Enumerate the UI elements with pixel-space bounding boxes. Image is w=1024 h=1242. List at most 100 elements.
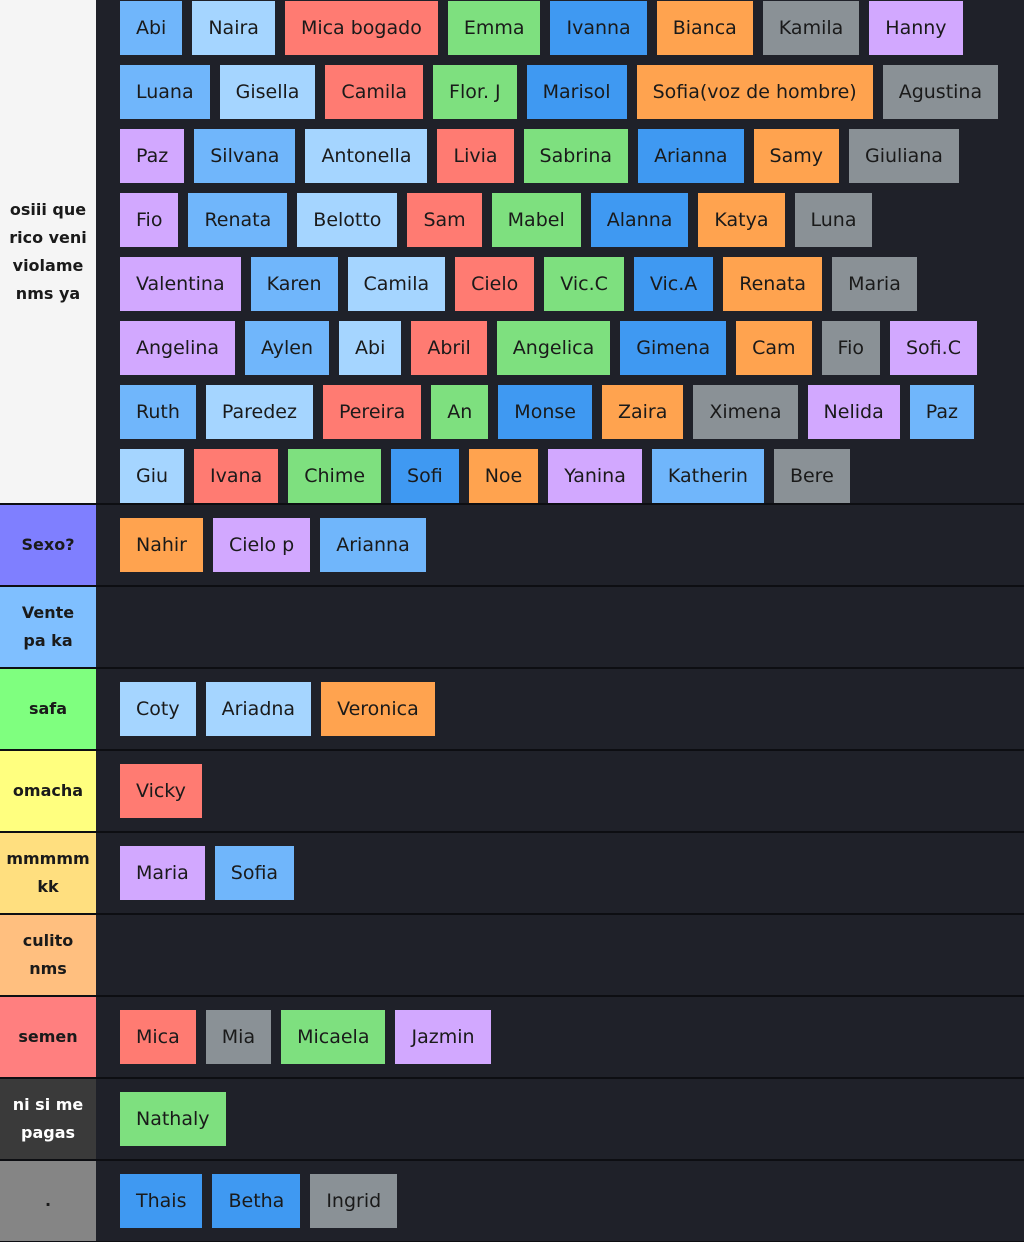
tier-item[interactable]: Vicky	[120, 764, 202, 818]
tier-item[interactable]: Sam	[407, 192, 482, 247]
tier-item[interactable]: Luna	[794, 192, 873, 247]
tier-item[interactable]: Fio	[120, 192, 179, 247]
tier-item[interactable]: Katya	[698, 192, 785, 247]
tier-item[interactable]: Camila	[347, 256, 446, 311]
tier-item[interactable]: Gimena	[620, 320, 727, 375]
tier-item[interactable]: Chime	[288, 448, 382, 503]
tier-label: Sexo?	[0, 505, 96, 585]
tier-item[interactable]: Mia	[205, 1010, 272, 1064]
tier-label: culito nms	[0, 915, 96, 995]
tier-item[interactable]: Jazmin	[395, 1010, 491, 1064]
tier-item[interactable]: Valentina	[120, 256, 241, 311]
tier-item[interactable]: Sofia(voz de hombre)	[636, 64, 873, 119]
tier-item[interactable]: Abril	[411, 320, 487, 375]
tier-item[interactable]: Veronica	[321, 682, 435, 736]
tier-item[interactable]: Paz	[909, 384, 974, 439]
tier-item[interactable]: Arianna	[638, 128, 744, 183]
tier-item[interactable]: Maria	[120, 846, 205, 900]
tier-item[interactable]: Cielo	[455, 256, 535, 311]
tier-item[interactable]: Karen	[250, 256, 338, 311]
tier-item[interactable]: Hanny	[869, 0, 963, 55]
tier-item[interactable]: Luana	[120, 64, 210, 119]
tier-item[interactable]: Naira	[192, 0, 275, 55]
tier-row: omacha Vicky	[0, 751, 1024, 831]
tier-item[interactable]: Mica bogado	[284, 0, 438, 55]
tier-item[interactable]: Flor. J	[433, 64, 517, 119]
tier-item[interactable]: Abi	[120, 0, 183, 55]
tier-item[interactable]: Cam	[736, 320, 812, 375]
tier-item[interactable]: Alanna	[590, 192, 689, 247]
tier-item[interactable]: Sofi.C	[890, 320, 977, 375]
tier-item[interactable]: Bianca	[656, 0, 753, 55]
tier-item[interactable]: Mica	[120, 1010, 196, 1064]
tier-item[interactable]: Angelica	[496, 320, 611, 375]
tier-item[interactable]: Belotto	[297, 192, 398, 247]
tier-item[interactable]: Monse	[498, 384, 592, 439]
tier-item[interactable]: Thais	[120, 1174, 203, 1228]
tier-item[interactable]: Renata	[723, 256, 823, 311]
tier-item[interactable]: Kamila	[762, 0, 860, 55]
tier-item[interactable]: Marisol	[526, 64, 627, 119]
tier-item[interactable]: Fio	[821, 320, 880, 375]
tier-item[interactable]: Ximena	[693, 384, 798, 439]
tier-items	[96, 915, 1024, 995]
tier-item[interactable]: Cielo p	[213, 518, 311, 572]
tier-item[interactable]: Renata	[188, 192, 288, 247]
tier-item[interactable]: Coty	[120, 682, 196, 736]
tier-item[interactable]: Arianna	[320, 518, 426, 572]
tier-item[interactable]: Ivanna	[550, 0, 647, 55]
tier-row: ni si me pagas Nathaly	[0, 1079, 1024, 1159]
tier-item[interactable]: Nathaly	[120, 1092, 226, 1146]
tier-item[interactable]: Angelina	[120, 320, 236, 375]
tier-item[interactable]: Ariadna	[205, 682, 312, 736]
tier-row: culito nms	[0, 915, 1024, 995]
tier-item[interactable]: Abi	[339, 320, 402, 375]
tier-item[interactable]: Giu	[120, 448, 185, 503]
tier-item[interactable]: Livia	[437, 128, 514, 183]
tier-item[interactable]: Ivana	[194, 448, 279, 503]
tier-item[interactable]: Paz	[120, 128, 185, 183]
tier-item[interactable]: Giuliana	[849, 128, 959, 183]
tier-row: safa Coty Ariadna Veronica	[0, 669, 1024, 749]
tier-item[interactable]: Silvana	[194, 128, 296, 183]
tier-items: Abi Naira Mica bogado Emma Ivanna Bianca Kamil…	[96, 0, 1024, 503]
tier-item[interactable]: Paredez	[205, 384, 313, 439]
tier-item[interactable]: Zaira	[601, 384, 684, 439]
tier-item[interactable]: Sofia	[214, 846, 295, 900]
tier-item[interactable]: Antonella	[305, 128, 428, 183]
tier-item[interactable]: Nahir	[120, 518, 203, 572]
tier-label: safa	[0, 669, 96, 749]
tier-label: mmmmm kk	[0, 833, 96, 913]
tier-item[interactable]: Samy	[753, 128, 839, 183]
tier-item[interactable]: Vic.C	[544, 256, 624, 311]
tier-item[interactable]: Maria	[832, 256, 917, 311]
tier-label: osiii que rico veni violame nms ya	[0, 0, 96, 503]
tier-row: Sexo? Nahir Cielo p Arianna	[0, 505, 1024, 585]
tier-item[interactable]: Betha	[212, 1174, 301, 1228]
tier-item[interactable]: Pereira	[322, 384, 422, 439]
tier-item[interactable]: Vic.A	[633, 256, 714, 311]
tier-item[interactable]: Sabrina	[523, 128, 629, 183]
tier-item[interactable]: Aylen	[245, 320, 330, 375]
tier-item[interactable]: Noe	[468, 448, 539, 503]
tier-item[interactable]: Agustina	[882, 64, 999, 119]
tier-label: .	[0, 1161, 96, 1241]
tier-item[interactable]: Micaela	[281, 1010, 386, 1064]
tier-item[interactable]: Nelida	[807, 384, 900, 439]
tier-item[interactable]: Ingrid	[310, 1174, 398, 1228]
tier-row: osiii que rico veni violame nms ya Abi Nai…	[0, 0, 1024, 503]
tier-item[interactable]: Ruth	[120, 384, 196, 439]
tier-label: omacha	[0, 751, 96, 831]
tier-item[interactable]: Bere	[773, 448, 850, 503]
tier-item[interactable]: Yanina	[548, 448, 642, 503]
tier-item[interactable]: Gisella	[219, 64, 316, 119]
tier-item[interactable]: Katherin	[651, 448, 764, 503]
tier-item[interactable]: Emma	[447, 0, 541, 55]
tier-label: Vente pa ka	[0, 587, 96, 667]
tier-item[interactable]: Sofi	[391, 448, 459, 503]
tier-item[interactable]: Camila	[325, 64, 424, 119]
tier-item[interactable]: Mabel	[491, 192, 581, 247]
tier-item[interactable]: An	[431, 384, 489, 439]
